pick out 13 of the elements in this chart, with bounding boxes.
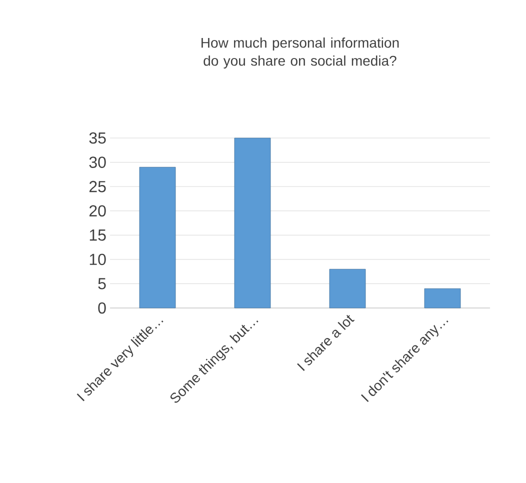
y-tick-label: 0 — [98, 302, 106, 314]
y-tick-label: 15 — [90, 230, 106, 241]
chart-title: How much personal information do you share on social media? — [202, 37, 399, 69]
y-tick-label: 5 — [98, 278, 106, 290]
y-tick-label: 30 — [89, 156, 106, 168]
y-tick-label: 25 — [89, 180, 106, 192]
y-tick-label: 20 — [89, 205, 106, 217]
bar — [139, 166, 176, 308]
y-tick-label: 10 — [90, 254, 106, 266]
bar — [424, 288, 461, 308]
bar — [329, 268, 366, 308]
bar — [234, 138, 271, 308]
y-tick-label: 35 — [89, 132, 106, 144]
